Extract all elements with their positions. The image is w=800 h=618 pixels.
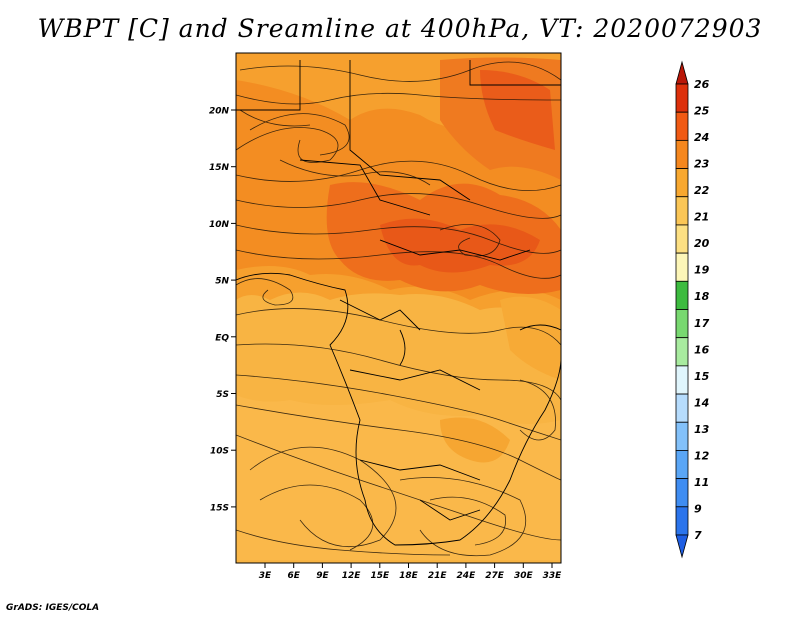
colorbar-segment (675, 337, 689, 367)
colorbar-segment (675, 421, 689, 451)
streamlines (236, 61, 561, 557)
map-frame (235, 52, 562, 564)
colorbar-label: 25 (694, 105, 710, 118)
colorbar-label: 24 (694, 131, 709, 144)
colorbar-segment (675, 139, 689, 169)
colorbar-segment (675, 506, 689, 536)
lat-tick-label: 10S (210, 447, 229, 457)
colorbar-segment (675, 168, 689, 198)
colorbar-label: 18 (694, 290, 710, 303)
map-figure: 3E 6E 9E 12E 15E 18E 21E 24E 27E 30E 33E 20N 15N 10N… (209, 52, 710, 581)
colorbar-segment (675, 196, 689, 226)
lat-tick-label: EQ (215, 333, 229, 343)
lat-tick-label: 10N (209, 220, 230, 230)
wbpt-field (236, 53, 561, 563)
colorbar-label: 13 (694, 423, 710, 436)
lon-tick-label: 12E (342, 571, 362, 581)
colorbar-label: 19 (694, 264, 710, 277)
colorbar-label: 14 (694, 396, 709, 409)
colorbar-label: 26 (694, 78, 710, 91)
lat-tick-label: 5S (216, 390, 229, 400)
lon-tick-label: 18E (399, 571, 419, 581)
colorbar-label: 11 (694, 476, 709, 489)
colorbar-label: 22 (694, 184, 710, 197)
map-title: WBPT [C] and Sreamline at 400hPa, VT: 20… (37, 14, 763, 43)
colorbar-label: 15 (694, 370, 710, 383)
colorbar-segment (675, 365, 689, 395)
colorbar-segment (675, 111, 689, 141)
colorbar-label: 9 (694, 502, 702, 515)
lon-tick-label: 30E (514, 571, 534, 581)
lon-tick-label: 33E (543, 571, 563, 581)
lon-tick-label: 27E (485, 571, 505, 581)
colorbar-segment (675, 224, 689, 254)
colorbar-segment (675, 252, 689, 282)
lat-tick-label: 5N (215, 277, 229, 287)
colorbar-label: 12 (694, 449, 710, 462)
lat-tick-label: 15S (210, 503, 229, 513)
colorbar-label: 7 (694, 529, 702, 542)
colorbar-segment (675, 83, 689, 113)
lon-tick-label: 15E (370, 571, 390, 581)
colorbar-segment (675, 478, 689, 508)
colorbar-segment (675, 60, 689, 85)
colorbar-label: 23 (694, 158, 710, 171)
coastlines-borders (236, 60, 561, 546)
lat-tick-label: 20N (209, 107, 230, 117)
lon-tick-label: 9E (316, 571, 329, 581)
lon-tick-label: 24E (457, 571, 477, 581)
lon-tick-label: 21E (428, 571, 448, 581)
colorbar-label: 21 (694, 211, 709, 224)
colorbar-segment (675, 393, 689, 423)
longitude-axis: 3E 6E 9E 12E 15E 18E 21E 24E 27E 30E 33E (259, 563, 562, 581)
colorbar-segment (675, 450, 689, 480)
latitude-axis: 20N 15N 10N 5N EQ 5S 10S 15S (209, 107, 236, 513)
colorbar: 26 25 24 23 22 21 20 19 18 17 16 15 14 13 12 11 9 7 (675, 60, 710, 559)
lon-tick-label: 6E (287, 571, 300, 581)
lat-tick-label: 15N (209, 163, 230, 173)
colorbar-segment (675, 309, 689, 339)
lon-tick-label: 3E (259, 571, 272, 581)
grads-credit: GrADS: IGES/COLA (6, 603, 100, 613)
colorbar-label: 20 (694, 237, 710, 250)
colorbar-segment (675, 534, 689, 559)
colorbar-label: 16 (694, 343, 710, 356)
colorbar-label: 17 (694, 317, 710, 330)
colorbar-segment (675, 280, 689, 310)
